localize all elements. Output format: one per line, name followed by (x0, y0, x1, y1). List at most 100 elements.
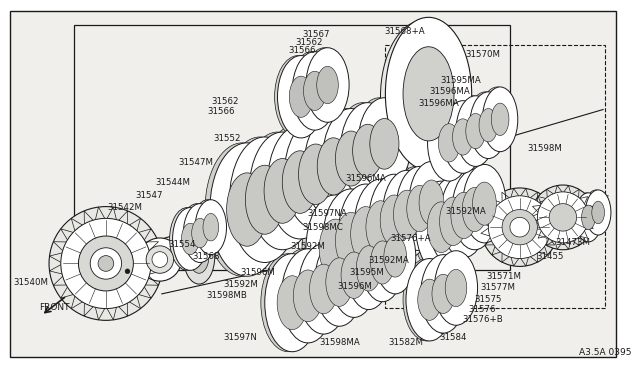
Ellipse shape (451, 192, 477, 238)
Ellipse shape (353, 124, 383, 177)
Text: A3.5A 0395: A3.5A 0395 (579, 348, 631, 357)
Ellipse shape (244, 132, 311, 250)
Ellipse shape (303, 71, 326, 110)
Text: 31576+B: 31576+B (463, 315, 504, 324)
Ellipse shape (462, 187, 487, 232)
Ellipse shape (418, 279, 442, 320)
Ellipse shape (350, 179, 403, 275)
Text: 31566: 31566 (207, 107, 234, 116)
Ellipse shape (586, 190, 611, 235)
Ellipse shape (370, 119, 399, 169)
Ellipse shape (466, 113, 485, 149)
Ellipse shape (467, 92, 504, 158)
Text: 31566: 31566 (288, 46, 316, 55)
Ellipse shape (463, 164, 506, 243)
Ellipse shape (180, 203, 214, 263)
Ellipse shape (428, 202, 455, 253)
Ellipse shape (227, 173, 268, 246)
Ellipse shape (326, 258, 353, 307)
Ellipse shape (278, 249, 330, 343)
Ellipse shape (225, 137, 295, 263)
Text: 31473M: 31473M (555, 238, 590, 247)
Ellipse shape (289, 52, 334, 130)
Ellipse shape (409, 161, 454, 244)
Circle shape (152, 252, 168, 267)
Ellipse shape (335, 131, 367, 186)
Circle shape (79, 236, 133, 291)
Ellipse shape (420, 255, 466, 333)
Text: 31547M: 31547M (179, 158, 214, 167)
Ellipse shape (371, 241, 394, 284)
Ellipse shape (306, 48, 349, 122)
Text: 31596M: 31596M (337, 282, 372, 291)
Ellipse shape (326, 233, 374, 317)
Ellipse shape (184, 229, 215, 284)
Ellipse shape (170, 208, 205, 270)
Text: 31576: 31576 (468, 305, 496, 314)
Ellipse shape (428, 105, 470, 181)
Ellipse shape (575, 193, 602, 242)
Ellipse shape (407, 185, 433, 232)
Circle shape (138, 238, 181, 281)
Ellipse shape (315, 238, 364, 326)
Ellipse shape (416, 181, 467, 273)
Ellipse shape (330, 233, 378, 317)
Ellipse shape (582, 205, 595, 230)
Text: 31568+A: 31568+A (385, 26, 425, 36)
Ellipse shape (365, 174, 416, 266)
Ellipse shape (442, 101, 483, 173)
Text: 31455: 31455 (536, 252, 564, 261)
Text: 31554: 31554 (169, 240, 196, 249)
Ellipse shape (299, 115, 358, 218)
Ellipse shape (192, 200, 223, 255)
Text: 31570M: 31570M (466, 50, 500, 59)
Ellipse shape (203, 214, 219, 241)
Bar (385, 45, 605, 308)
Ellipse shape (351, 206, 381, 262)
Ellipse shape (346, 227, 391, 310)
Ellipse shape (419, 180, 444, 225)
Text: 31596M: 31596M (240, 268, 275, 277)
Circle shape (531, 185, 595, 250)
Ellipse shape (249, 132, 316, 250)
Ellipse shape (245, 165, 284, 234)
Ellipse shape (380, 195, 408, 246)
Ellipse shape (429, 177, 477, 266)
Ellipse shape (418, 255, 463, 333)
Ellipse shape (366, 201, 395, 254)
Ellipse shape (392, 166, 439, 251)
Ellipse shape (406, 259, 453, 341)
Ellipse shape (452, 119, 473, 155)
Circle shape (481, 188, 559, 266)
Ellipse shape (282, 249, 334, 343)
Ellipse shape (205, 143, 280, 276)
Circle shape (146, 246, 173, 273)
Text: 31577M: 31577M (481, 283, 515, 292)
Ellipse shape (479, 109, 498, 142)
Ellipse shape (573, 193, 600, 242)
Ellipse shape (306, 195, 365, 303)
Ellipse shape (456, 96, 495, 166)
Ellipse shape (353, 98, 406, 190)
Ellipse shape (426, 177, 475, 266)
Ellipse shape (323, 109, 380, 209)
Ellipse shape (340, 103, 395, 199)
Ellipse shape (293, 270, 323, 322)
Ellipse shape (302, 195, 361, 303)
Ellipse shape (440, 173, 488, 257)
Circle shape (90, 248, 122, 279)
Ellipse shape (342, 227, 387, 310)
Ellipse shape (460, 164, 503, 243)
Text: 31575: 31575 (475, 295, 502, 304)
Text: 31584: 31584 (439, 333, 467, 341)
Ellipse shape (470, 92, 507, 158)
Ellipse shape (280, 119, 342, 229)
Ellipse shape (298, 244, 349, 334)
Text: 31598MA: 31598MA (320, 339, 360, 347)
Text: 31598MC: 31598MC (302, 223, 343, 232)
Text: 31582M: 31582M (388, 339, 423, 347)
Text: 31576+A: 31576+A (390, 234, 431, 243)
Ellipse shape (304, 115, 363, 218)
Ellipse shape (435, 251, 477, 325)
Ellipse shape (192, 218, 209, 248)
